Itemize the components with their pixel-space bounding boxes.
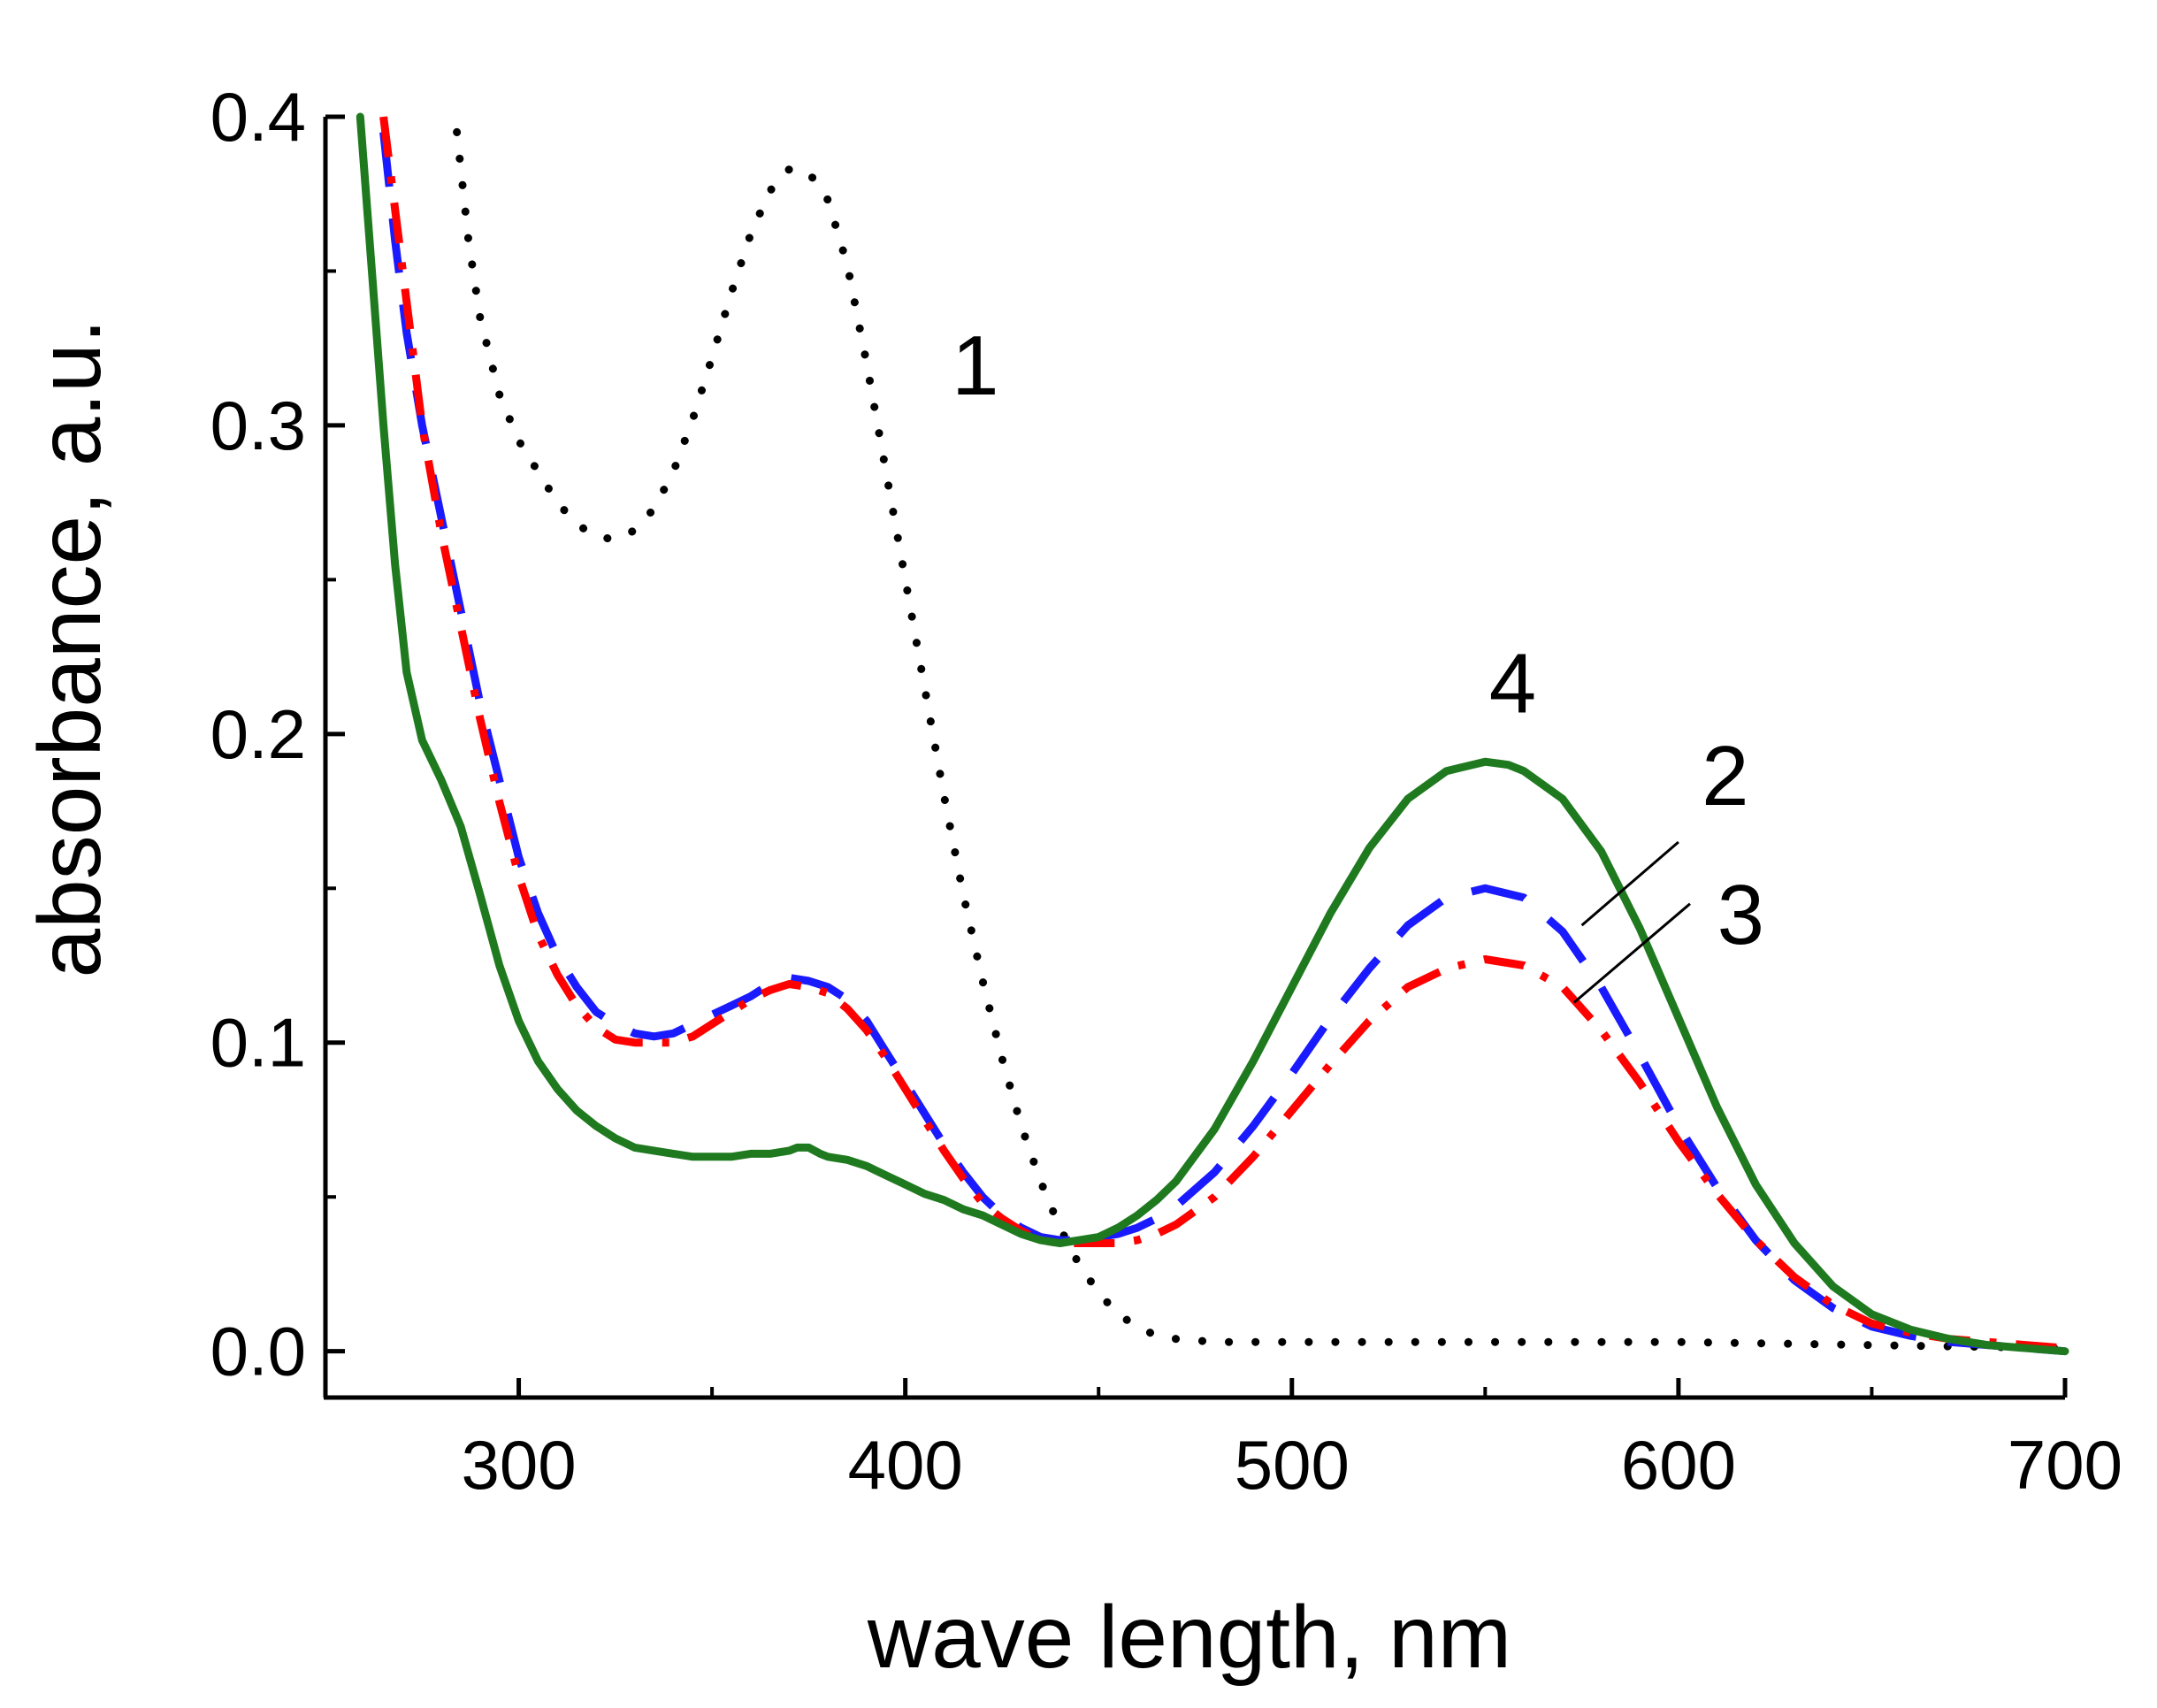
series-layer: [356, 112, 2069, 1356]
y-tick-label: 0.1: [210, 1004, 306, 1082]
x-tick-label: 300: [461, 1426, 576, 1504]
curve-3-label: 3: [1717, 868, 1764, 962]
y-tick-label: 0.2: [210, 695, 306, 773]
labels-layer: 1 2 3 4: [952, 318, 1764, 1004]
x-tick-label: 700: [2008, 1426, 2123, 1504]
axes-layer: 300 400 500 600 700 0.0 0.1 0.2 0.3 0.4: [210, 78, 2123, 1504]
x-tick-label: 400: [848, 1426, 963, 1504]
y-tick-label: 0.3: [210, 387, 306, 464]
curve-4: [356, 112, 2069, 1356]
curve-2-leader-line: [1580, 840, 1679, 927]
y-tick-label: 0.4: [210, 78, 306, 156]
curve-4-label: 4: [1489, 636, 1536, 731]
curve-3-leader-line: [1572, 902, 1691, 1004]
curve-1: [453, 127, 2069, 1352]
y-axis-title: absorbance, a.u.: [20, 319, 119, 978]
y-tick-label: 0.0: [210, 1313, 306, 1390]
curve-1-label: 1: [952, 318, 998, 413]
x-axis-title: wave length, nm: [867, 1588, 1511, 1687]
curve-2-label: 2: [1702, 729, 1748, 823]
x-tick-label: 500: [1235, 1426, 1350, 1504]
x-tick-label: 600: [1621, 1426, 1736, 1504]
curve-2: [379, 131, 2066, 1356]
